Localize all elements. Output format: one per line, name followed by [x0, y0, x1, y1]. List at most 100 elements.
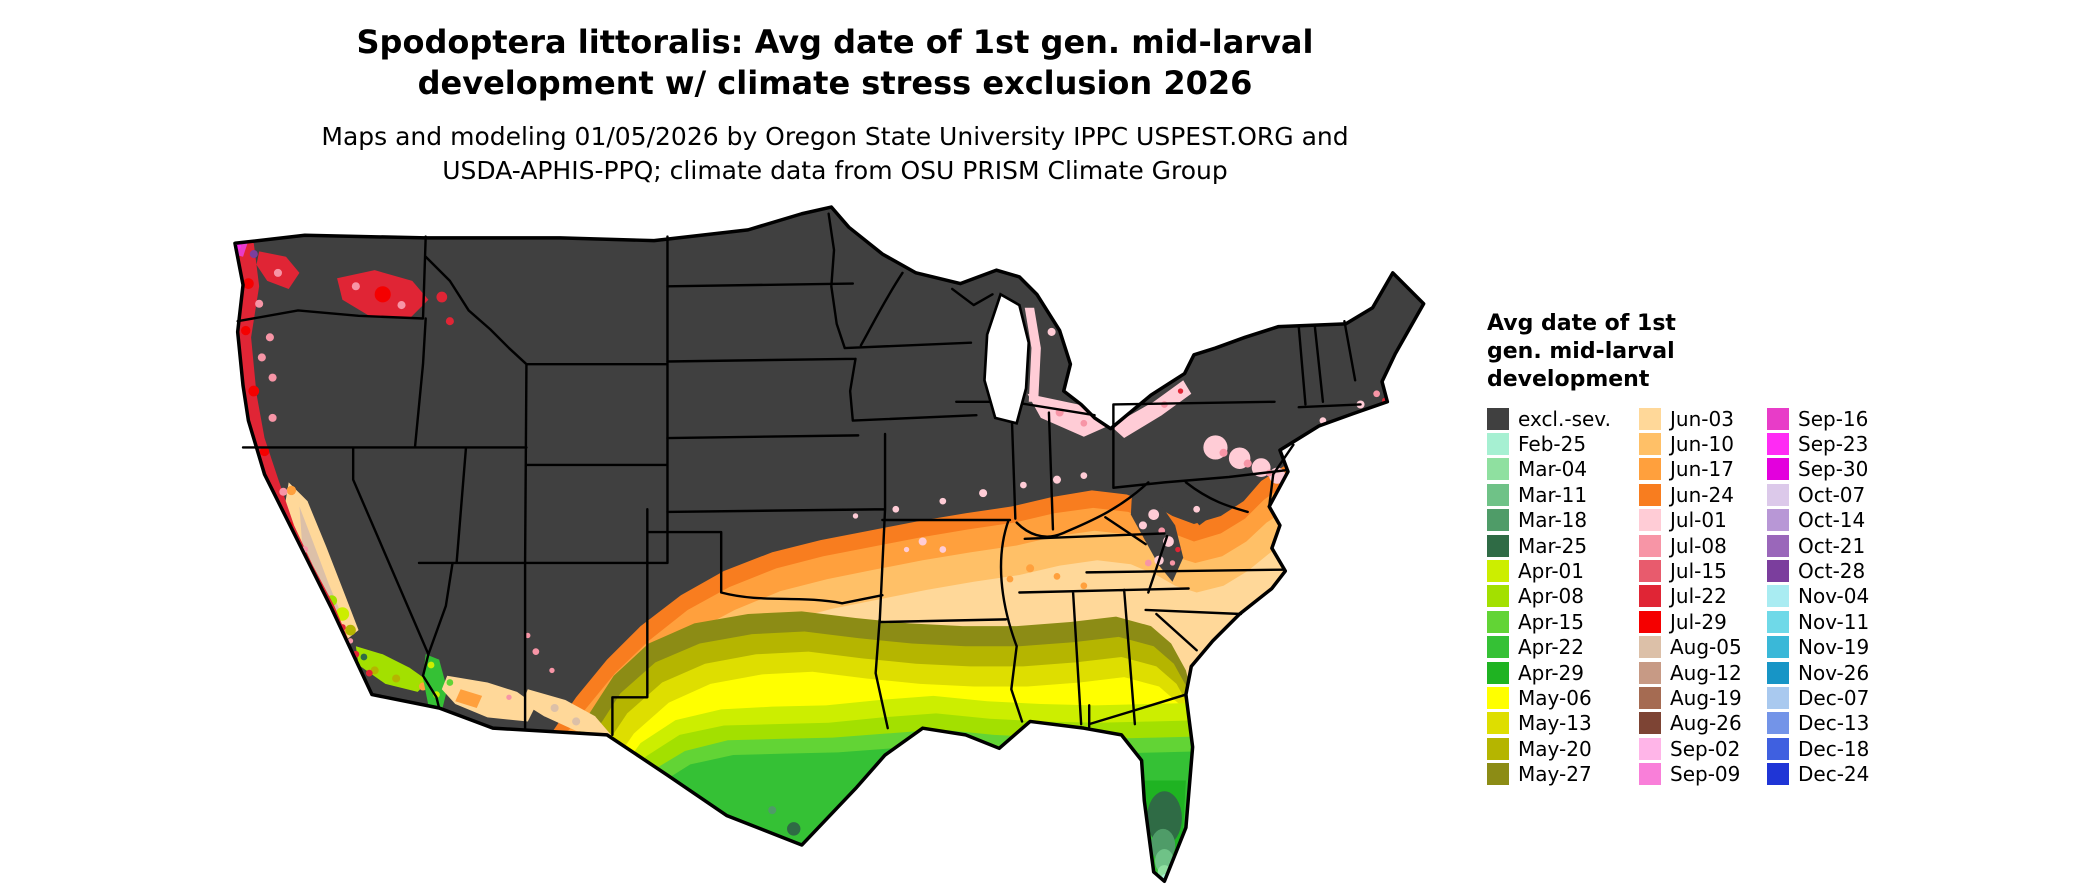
legend-entry: Sep-16 — [1767, 406, 1902, 431]
legend-label: Oct-21 — [1798, 533, 1866, 558]
legend-label: Dec-13 — [1798, 711, 1870, 736]
legend-label: Mar-18 — [1518, 508, 1588, 533]
legend-entry: Oct-21 — [1767, 533, 1902, 558]
legend-label: Sep-09 — [1670, 762, 1741, 787]
legend-entry: Aug-12 — [1639, 660, 1767, 685]
legend-swatch — [1639, 458, 1661, 481]
legend-entry: Aug-05 — [1639, 635, 1767, 660]
legend-entry: Jun-24 — [1639, 482, 1767, 507]
legend-entry: Mar-18 — [1487, 508, 1639, 533]
legend-label: Jul-01 — [1670, 508, 1727, 533]
legend-entry: Dec-07 — [1767, 685, 1902, 710]
legend-entry: Sep-30 — [1767, 457, 1902, 482]
legend-entry: Apr-01 — [1487, 558, 1639, 583]
legend-label: Jul-29 — [1670, 609, 1727, 634]
state-borders — [236, 212, 1362, 737]
legend-label: Nov-11 — [1798, 609, 1870, 634]
legend-label: Aug-05 — [1670, 635, 1742, 660]
legend-entry: Nov-26 — [1767, 660, 1902, 685]
legend-entry: Feb-25 — [1487, 431, 1639, 456]
legend-swatch — [1487, 458, 1509, 481]
legend-entry: Apr-22 — [1487, 635, 1639, 660]
legend: Avg date of 1st gen. mid-larval developm… — [1487, 310, 1902, 787]
legend-title-line1: Avg date of 1st — [1487, 311, 1676, 336]
legend-entry: Nov-19 — [1767, 635, 1902, 660]
legend-swatch — [1639, 610, 1661, 633]
legend-swatch — [1767, 407, 1789, 430]
legend-label: Sep-02 — [1670, 736, 1741, 761]
legend-swatch — [1767, 712, 1789, 735]
legend-swatch — [1487, 737, 1509, 760]
legend-swatch — [1487, 712, 1509, 735]
legend-label: Mar-04 — [1518, 457, 1588, 482]
legend-label: Dec-07 — [1798, 685, 1870, 710]
legend-label: Jul-22 — [1670, 584, 1727, 609]
legend-entry: Sep-09 — [1639, 761, 1767, 786]
legend-swatch — [1487, 560, 1509, 583]
legend-swatch — [1639, 509, 1661, 532]
legend-entry: Sep-02 — [1639, 736, 1767, 761]
legend-entry: Dec-13 — [1767, 711, 1902, 736]
legend-entry: Oct-28 — [1767, 558, 1902, 583]
legend-title: Avg date of 1st gen. mid-larval developm… — [1487, 310, 1902, 394]
legend-label: May-20 — [1518, 736, 1592, 761]
legend-entry: Jun-10 — [1639, 431, 1767, 456]
legend-label: Feb-25 — [1518, 432, 1587, 457]
legend-label: Oct-14 — [1798, 508, 1866, 533]
legend-swatch — [1487, 686, 1509, 709]
legend-entry: May-06 — [1487, 685, 1639, 710]
legend-label: Apr-01 — [1518, 559, 1584, 584]
legend-label: Dec-24 — [1798, 762, 1870, 787]
legend-label: Apr-15 — [1518, 609, 1584, 634]
legend-entry: Jul-29 — [1639, 609, 1767, 634]
legend-entry: Mar-25 — [1487, 533, 1639, 558]
legend-swatch — [1639, 686, 1661, 709]
legend-label: Mar-25 — [1518, 533, 1588, 558]
legend-entry: Oct-14 — [1767, 508, 1902, 533]
legend-entry: Mar-11 — [1487, 482, 1639, 507]
legend-entry: Jul-22 — [1639, 584, 1767, 609]
legend-entry: Sep-23 — [1767, 431, 1902, 456]
legend-entry: Jul-08 — [1639, 533, 1767, 558]
legend-label: Jun-03 — [1670, 406, 1734, 431]
map-title-line2: development w/ climate stress exclusion … — [417, 64, 1253, 102]
map-subtitle: Maps and modeling 01/05/2026 by Oregon S… — [0, 120, 1670, 188]
legend-swatch — [1767, 585, 1789, 608]
legend-label: Sep-16 — [1798, 406, 1869, 431]
legend-entry: Aug-26 — [1639, 711, 1767, 736]
legend-label: Aug-12 — [1670, 660, 1742, 685]
legend-label: Aug-26 — [1670, 711, 1742, 736]
legend-entry: Dec-24 — [1767, 761, 1902, 786]
legend-label: Apr-08 — [1518, 584, 1584, 609]
legend-column-3: Sep-16 Sep-23 Sep-30 Oct-07 Oct-14 Oct-21 Oct-… — [1767, 406, 1902, 787]
legend-label: Oct-07 — [1798, 482, 1866, 507]
legend-swatch — [1487, 483, 1509, 506]
legend-title-line3: development — [1487, 367, 1650, 392]
legend-entry: Jun-03 — [1639, 406, 1767, 431]
legend-entry: Jul-15 — [1639, 558, 1767, 583]
legend-swatch — [1639, 585, 1661, 608]
legend-label: Mar-11 — [1518, 482, 1588, 507]
map-title: Spodoptera littoralis: Avg date of 1st g… — [0, 22, 1670, 104]
legend-swatch — [1639, 433, 1661, 456]
legend-entry: Nov-04 — [1767, 584, 1902, 609]
legend-swatch — [1639, 661, 1661, 684]
legend-entry: Nov-11 — [1767, 609, 1902, 634]
legend-swatch — [1487, 509, 1509, 532]
legend-label: Apr-22 — [1518, 635, 1584, 660]
legend-swatch — [1639, 712, 1661, 735]
legend-label: Jun-24 — [1670, 482, 1734, 507]
legend-label: Jul-08 — [1670, 533, 1727, 558]
legend-label: Jun-10 — [1670, 432, 1734, 457]
us-outline — [233, 205, 1426, 884]
legend-label: Aug-19 — [1670, 685, 1742, 710]
legend-swatch — [1767, 534, 1789, 557]
legend-label: May-13 — [1518, 711, 1592, 736]
legend-columns: excl.-sev. Feb-25 Mar-04 Mar-11 Mar-18 Mar-25… — [1487, 406, 1902, 787]
map-subtitle-line1: Maps and modeling 01/05/2026 by Oregon S… — [321, 122, 1349, 151]
legend-swatch — [1487, 433, 1509, 456]
legend-label: Nov-26 — [1798, 660, 1870, 685]
legend-label: Sep-30 — [1798, 457, 1869, 482]
legend-swatch — [1487, 610, 1509, 633]
legend-title-line2: gen. mid-larval — [1487, 339, 1675, 364]
